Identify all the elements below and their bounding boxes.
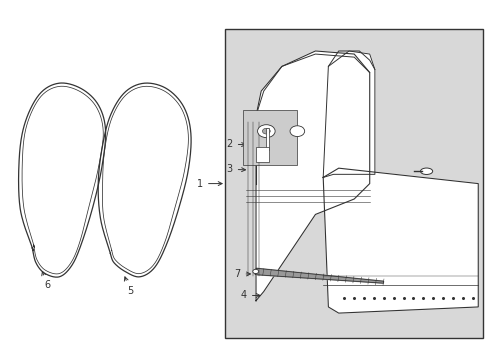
Polygon shape bbox=[323, 51, 374, 177]
Polygon shape bbox=[255, 268, 383, 283]
Text: 1: 1 bbox=[197, 179, 222, 189]
Text: 2: 2 bbox=[226, 139, 245, 149]
Bar bbox=[224, 30, 483, 338]
Circle shape bbox=[252, 269, 258, 274]
Polygon shape bbox=[323, 168, 477, 313]
Polygon shape bbox=[256, 51, 369, 301]
Circle shape bbox=[257, 125, 275, 138]
Circle shape bbox=[289, 126, 304, 136]
Text: 4: 4 bbox=[240, 291, 260, 301]
Bar bbox=[266, 128, 268, 150]
Circle shape bbox=[262, 128, 270, 134]
Bar bbox=[256, 147, 268, 162]
Text: 6: 6 bbox=[41, 271, 50, 291]
Text: 5: 5 bbox=[124, 277, 133, 296]
Text: 3: 3 bbox=[226, 164, 245, 174]
Bar bbox=[243, 109, 297, 165]
Text: 7: 7 bbox=[234, 269, 250, 279]
Ellipse shape bbox=[420, 168, 432, 175]
